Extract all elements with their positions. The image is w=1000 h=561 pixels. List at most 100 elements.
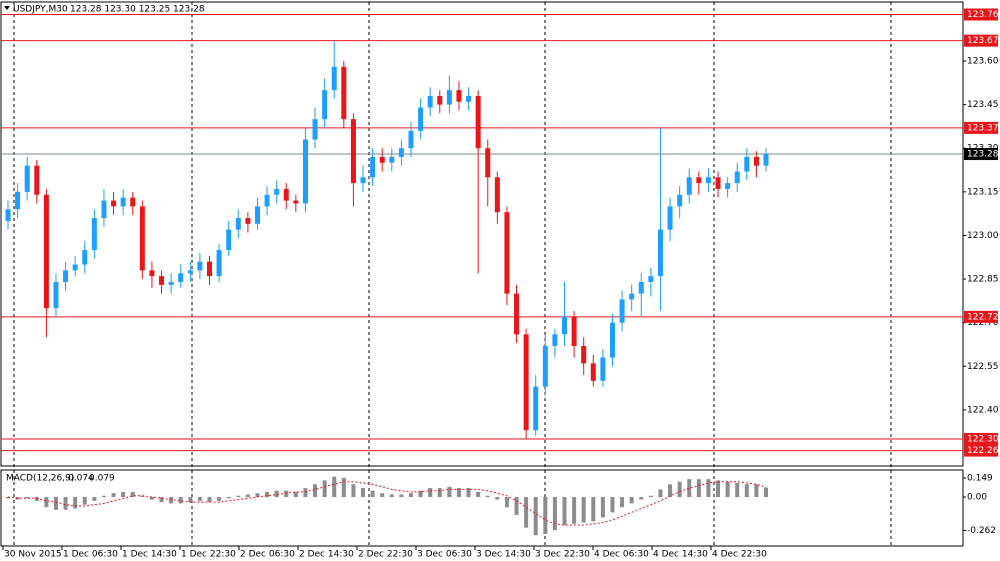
level-label-bg	[964, 432, 998, 445]
candle-body	[72, 264, 78, 271]
candle-body	[475, 95, 481, 149]
macd-bar	[121, 491, 126, 498]
x-tick-label: 30 Nov 2015	[4, 550, 62, 560]
macd-bar	[408, 493, 413, 498]
macd-bar	[341, 477, 346, 498]
main-panel	[0, 1, 964, 467]
x-tick-label: 3 Dec 14:30	[476, 550, 531, 560]
candle-body	[427, 95, 433, 108]
candle-body	[139, 206, 145, 271]
macd-bar	[63, 497, 68, 510]
candle-body	[34, 165, 40, 195]
x-tick-label: 1 Dec 06:30	[63, 550, 118, 560]
y-tick-label: 122.40	[967, 405, 999, 415]
menu-arrow[interactable]	[4, 6, 10, 10]
candle-body	[111, 200, 117, 207]
macd-bar	[485, 495, 490, 498]
macd-bar	[207, 497, 212, 503]
macd-bar	[504, 497, 509, 508]
macd-bar	[140, 495, 145, 498]
candle-body	[629, 293, 635, 300]
macd-bar	[562, 497, 567, 526]
candle-body	[254, 206, 260, 224]
macd-bar	[706, 479, 711, 498]
candle-body	[667, 206, 673, 230]
candle-body	[120, 197, 126, 207]
candle-body	[466, 95, 472, 102]
macd-bar	[351, 484, 356, 498]
level-label-bg	[964, 34, 998, 47]
candle-body	[322, 90, 328, 120]
candle-body	[619, 299, 625, 323]
macd-bar	[543, 497, 548, 535]
candle-body	[590, 363, 596, 381]
macd-bar	[581, 497, 586, 523]
macd-bar	[236, 495, 241, 498]
x-tick-label: 1 Dec 22:30	[181, 550, 236, 560]
candle-body	[542, 345, 548, 387]
macd-bar	[226, 497, 231, 499]
macd-bar	[735, 483, 740, 498]
candle-body	[609, 322, 615, 358]
candle-body	[235, 218, 241, 230]
macd-bar	[610, 497, 615, 513]
symbol: USDJPY,M30	[13, 5, 68, 15]
level-label-bg	[964, 121, 998, 134]
x-tick-label: 3 Dec 22:30	[535, 550, 590, 560]
macd-bar	[332, 476, 337, 498]
macd-bar	[92, 497, 97, 501]
macd-bar	[82, 497, 87, 505]
candle-body	[446, 90, 452, 105]
x-tick-label: 3 Dec 06:30	[417, 550, 472, 560]
macd-bar	[456, 488, 461, 498]
x-tick-label: 2 Dec 06:30	[240, 550, 295, 560]
candle-body	[648, 276, 654, 282]
candle-body	[178, 273, 184, 282]
candle-body	[600, 357, 606, 381]
x-tick-label: 4 Dec 06:30	[594, 550, 649, 560]
indicator-value: 0.074	[68, 474, 94, 484]
macd-bar	[591, 497, 596, 522]
candle-body	[514, 293, 520, 335]
macd-bar	[437, 488, 442, 498]
macd-bar	[44, 497, 49, 508]
candle-body	[43, 194, 49, 309]
macd-bar	[495, 497, 500, 500]
y-tick-label: 122.70	[967, 318, 999, 328]
candle-body	[562, 316, 568, 335]
x-tick-label: 4 Dec 14:30	[653, 550, 708, 560]
candle-body	[456, 90, 462, 102]
macd-bar	[197, 497, 202, 501]
macd-bar	[764, 487, 768, 498]
y-tick-label: 122.85	[967, 275, 999, 285]
candle-body	[24, 165, 30, 192]
candle-body	[350, 119, 356, 184]
current-price-bg	[964, 148, 998, 161]
candle-body	[283, 188, 289, 201]
candle-body	[753, 156, 759, 166]
macd-bar	[265, 491, 270, 498]
macd-bar	[447, 486, 452, 498]
macd-bar	[754, 484, 759, 498]
macd-bar	[322, 480, 327, 498]
macd-bar	[687, 479, 692, 498]
macd-bar	[658, 489, 663, 498]
macd-bar	[149, 497, 154, 500]
candle-body	[149, 270, 155, 277]
macd-bar	[428, 488, 433, 498]
y-tick-label: -0.262	[967, 526, 996, 536]
macd-bar	[370, 490, 375, 498]
candle-body	[15, 191, 21, 210]
x-tick-label: 4 Dec 22:30	[712, 550, 767, 560]
candle-body	[705, 177, 711, 184]
x-tick-label: 2 Dec 14:30	[299, 550, 354, 560]
candle-body	[226, 229, 232, 250]
macd-bar	[600, 497, 605, 518]
candle-body	[533, 386, 539, 431]
candle-body	[5, 209, 11, 221]
macd-bar	[514, 497, 519, 515]
macd-bar	[399, 494, 404, 498]
macd-bar	[303, 488, 308, 498]
indicator-value: 0.079	[89, 474, 115, 484]
